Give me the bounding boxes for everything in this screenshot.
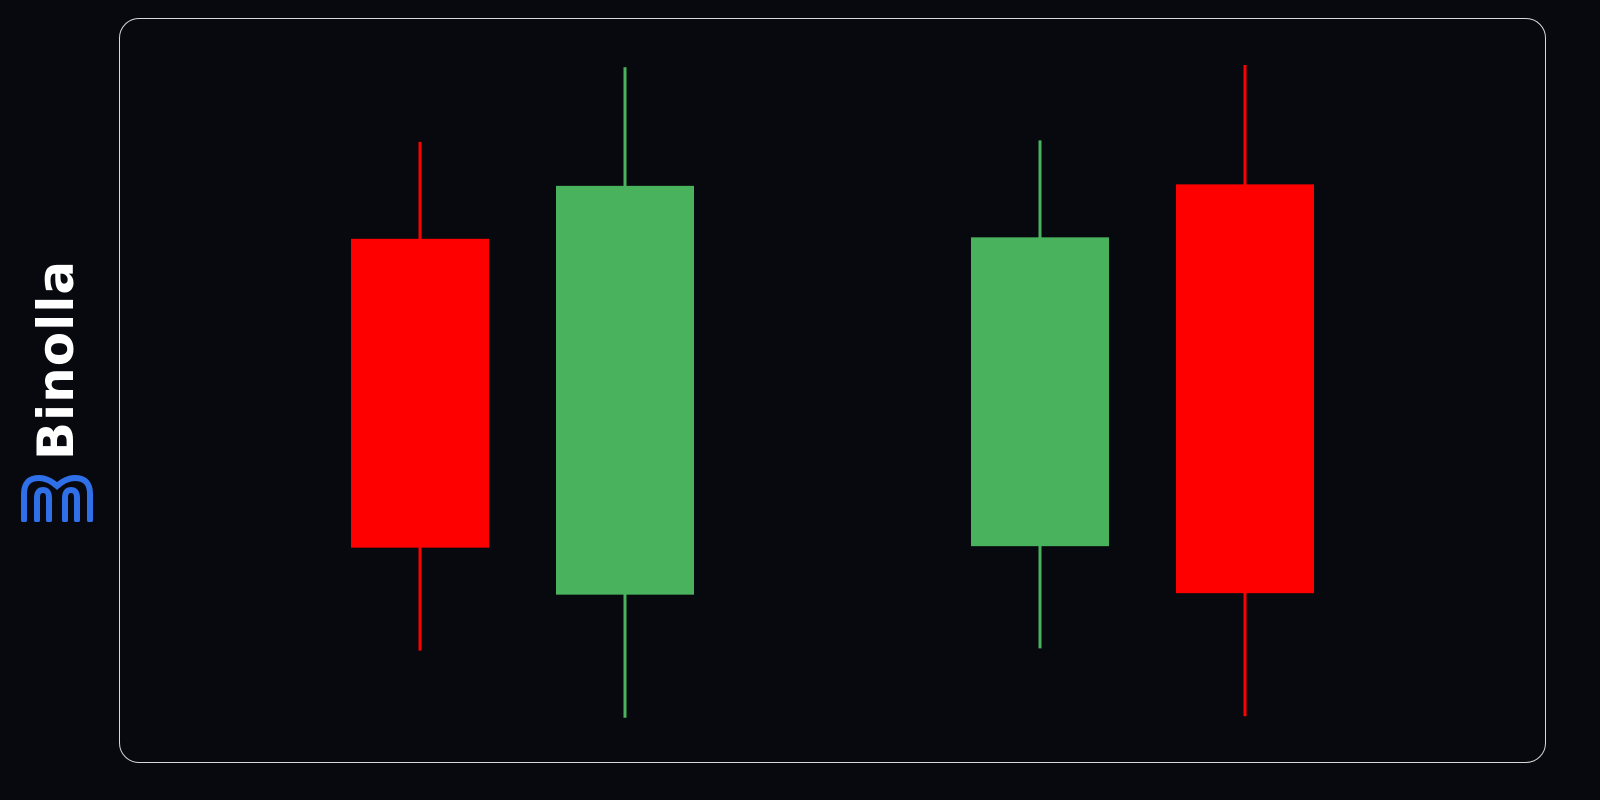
candle-bullish: [971, 140, 1109, 649]
candle-body: [971, 237, 1109, 547]
candle-body: [1176, 184, 1314, 594]
candle-bearish: [351, 141, 489, 651]
candle-bearish: [1176, 64, 1314, 717]
candle-body: [351, 238, 489, 548]
brand-name: Binolla: [27, 259, 85, 461]
chart-frame: [119, 18, 1546, 763]
candle-body: [556, 185, 694, 595]
candle-bullish: [556, 67, 694, 718]
binolla-logo-icon: [21, 474, 93, 522]
